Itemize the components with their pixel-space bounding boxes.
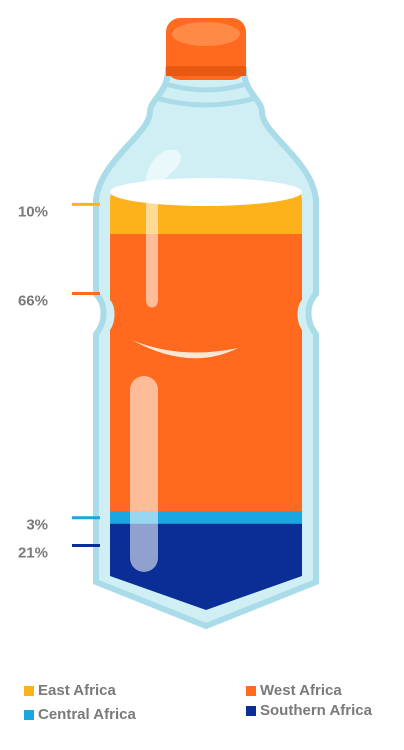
liquid-layer-west-africa xyxy=(110,234,302,512)
glass-highlight-top xyxy=(144,149,182,308)
legend-swatch xyxy=(24,709,34,720)
legend-swatch xyxy=(24,685,34,696)
legend-item-west-africa: West Africa xyxy=(246,682,342,699)
glass-highlight-curve xyxy=(132,340,238,359)
bottle-cap-ring xyxy=(166,66,246,76)
legend-item-central-africa: Central Africa xyxy=(24,706,136,723)
percentage-label: 10% xyxy=(18,203,48,220)
neck-ring-upper xyxy=(165,81,247,93)
legend-label: Central Africa xyxy=(38,706,136,723)
legend-label: Southern Africa xyxy=(260,702,372,719)
legend-item-southern-africa: Southern Africa xyxy=(246,702,372,719)
legend-swatch xyxy=(246,685,256,696)
glass-highlight-bottom xyxy=(130,376,158,572)
percentage-label: 21% xyxy=(18,544,48,561)
legend-label: West Africa xyxy=(260,682,342,699)
percentage-label: 66% xyxy=(18,292,48,309)
legend-swatch xyxy=(246,705,256,716)
neck-ring-lower xyxy=(155,95,257,108)
legend-item-east-africa: East Africa xyxy=(24,682,116,699)
percentage-label: 3% xyxy=(26,517,48,534)
liquid-surface xyxy=(110,178,302,206)
bottle-cap-top xyxy=(172,22,240,46)
liquid-layer-central-africa xyxy=(110,511,302,525)
legend-label: East Africa xyxy=(38,682,116,699)
